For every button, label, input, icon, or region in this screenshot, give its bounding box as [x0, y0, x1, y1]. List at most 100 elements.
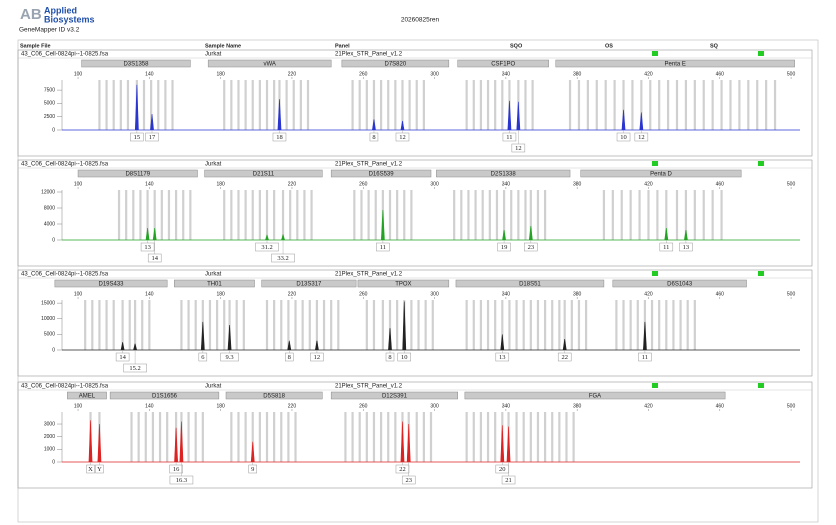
allele-label-box — [115, 352, 130, 362]
peak — [500, 425, 505, 463]
allele-bin — [182, 190, 185, 240]
allele-bin — [144, 412, 147, 462]
marker-name: AMEL — [79, 393, 96, 399]
status-indicator — [652, 51, 658, 56]
allele-bin — [296, 190, 299, 240]
marker-range — [81, 59, 191, 68]
x-tick-label: 260 — [359, 403, 368, 409]
x-tick-label: 100 — [74, 403, 83, 409]
marker-range — [207, 59, 332, 68]
allele-label-box — [248, 464, 257, 474]
allele-bin — [91, 300, 94, 350]
allele-bin — [258, 412, 261, 462]
allele-bin — [151, 412, 155, 462]
peak — [315, 340, 319, 351]
column-header: Sample File — [20, 43, 51, 49]
allele-bin — [565, 412, 568, 462]
allele-label: 9.3 — [226, 354, 234, 361]
marker-range — [457, 59, 549, 68]
allele-bin — [105, 80, 108, 130]
y-tick-label: 0 — [52, 459, 55, 465]
allele-bin — [495, 190, 499, 240]
peak — [133, 343, 137, 351]
allele-bin — [242, 300, 245, 350]
panel-border — [17, 381, 813, 489]
allele-bin — [551, 412, 554, 462]
allele-bin — [265, 300, 269, 350]
allele-bin — [747, 80, 750, 130]
allele-bin — [142, 80, 146, 130]
allele-bin — [394, 412, 397, 462]
allele-bin — [112, 80, 115, 130]
allele-label: 23 — [405, 477, 412, 484]
allele-bin — [494, 300, 497, 350]
marker-name: Penta E — [665, 61, 686, 67]
y-tick-label: 10000 — [41, 316, 55, 322]
allele-label-box — [169, 475, 194, 485]
x-tick-label: 300 — [430, 71, 439, 77]
sample-name: Jurkat — [205, 384, 222, 390]
allele-label-box — [95, 464, 104, 474]
allele-bin — [479, 300, 483, 350]
allele-bin — [465, 300, 468, 350]
allele-bin — [230, 80, 233, 130]
allele-bin — [237, 80, 240, 130]
marker-range — [580, 169, 742, 178]
panel-name: 21Plex_STR_Panel_v1.2 — [335, 272, 403, 278]
allele-bin — [372, 300, 376, 350]
allele-bin — [429, 412, 433, 462]
allele-label: 15.2 — [129, 365, 140, 372]
allele-bin — [160, 190, 163, 240]
allele-bin — [98, 300, 101, 350]
y-tick-label: 0 — [52, 347, 55, 353]
allele-bin — [158, 412, 162, 462]
allele-bin — [351, 80, 354, 130]
allele-label-box — [272, 132, 287, 142]
allele-bin — [194, 412, 197, 462]
allele-bin — [494, 80, 497, 130]
allele-bin — [686, 300, 689, 350]
marker-range — [612, 279, 747, 288]
peak — [227, 324, 232, 351]
x-tick-label: 500 — [787, 71, 796, 77]
allele-label: 12 — [515, 145, 522, 152]
y-tick-label: 8000 — [44, 205, 55, 211]
allele-bin — [622, 80, 625, 130]
allele-label: 33.2 — [277, 255, 288, 262]
allele-bin — [536, 190, 540, 240]
allele-label: 13 — [683, 244, 690, 251]
allele-label-box — [501, 475, 516, 485]
allele-bin — [223, 300, 226, 350]
allele-bin — [215, 300, 219, 350]
allele-bin — [474, 190, 477, 240]
allele-bin — [510, 190, 513, 240]
allele-label-box — [147, 253, 162, 263]
allele-bin — [126, 80, 130, 130]
allele-bin — [403, 190, 406, 240]
allele-bin — [289, 190, 292, 240]
x-tick-label: 100 — [74, 291, 83, 297]
allele-bin — [613, 80, 616, 130]
allele-bin — [693, 300, 696, 350]
allele-bin — [396, 190, 399, 240]
x-tick-label: 180 — [216, 71, 225, 77]
allele-bin — [415, 80, 418, 130]
allele-bin — [133, 300, 137, 350]
peak — [120, 342, 125, 351]
peak — [277, 99, 282, 131]
allele-bin — [501, 300, 504, 350]
allele-bin — [337, 300, 340, 350]
x-tick-label: 420 — [644, 181, 653, 187]
x-tick-label: 180 — [216, 181, 225, 187]
x-tick-label: 340 — [502, 181, 511, 187]
sample-name: Jurkat — [205, 272, 222, 278]
marker-name: CSF1PO — [491, 61, 515, 67]
marker-range — [261, 279, 357, 288]
allele-bin — [684, 190, 688, 240]
allele-label-box — [86, 464, 95, 474]
marker-name: vWA — [263, 61, 275, 67]
allele-bin — [494, 412, 497, 462]
allele-bin — [536, 300, 540, 350]
allele-bin — [738, 80, 741, 130]
